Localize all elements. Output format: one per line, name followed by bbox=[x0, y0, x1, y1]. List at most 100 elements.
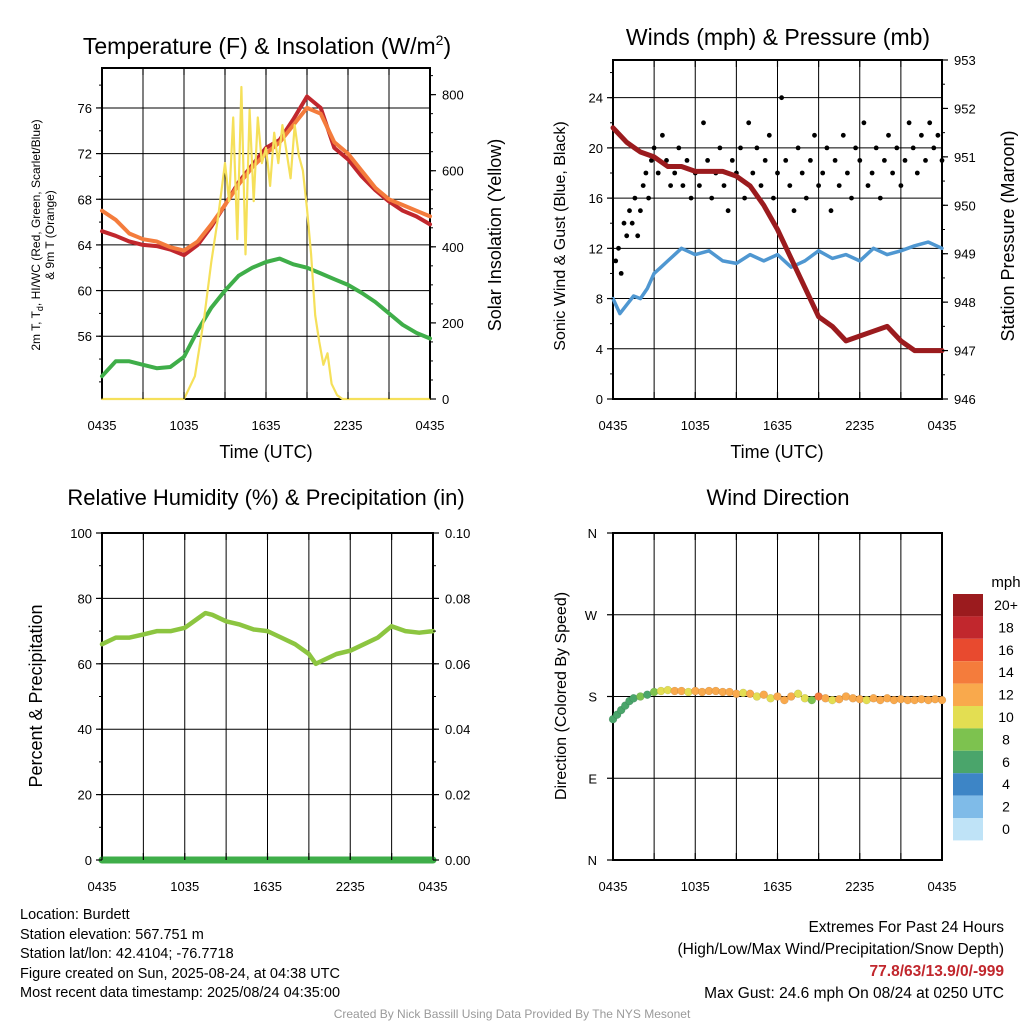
gust-point bbox=[624, 233, 630, 239]
gust-point bbox=[680, 183, 686, 189]
x-tick-label: 1635 bbox=[763, 418, 792, 433]
y-tick-label-right: 0.02 bbox=[445, 788, 470, 803]
legend-label: 0 bbox=[1002, 821, 1010, 837]
gust-point bbox=[651, 145, 657, 151]
gust-point bbox=[791, 208, 797, 214]
direction-point bbox=[793, 689, 803, 699]
legend-swatch bbox=[953, 706, 983, 729]
legend-label: 10 bbox=[998, 709, 1014, 725]
y-tick-label-right: 946 bbox=[954, 392, 976, 407]
gust-point bbox=[861, 120, 867, 126]
gust-point bbox=[779, 95, 784, 101]
winds-series bbox=[610, 95, 945, 354]
legend-swatch bbox=[953, 661, 983, 684]
gust-point bbox=[627, 208, 632, 214]
y-tick-label-left: 60 bbox=[78, 657, 92, 672]
y-tick-label-right: 0.00 bbox=[445, 853, 470, 868]
gust-point bbox=[742, 195, 747, 201]
gust-point bbox=[688, 195, 694, 201]
x-tick-label: 0435 bbox=[928, 879, 957, 894]
humidity-grid bbox=[102, 533, 433, 860]
legend-label: 2 bbox=[1002, 799, 1010, 815]
x-tick-label: 2235 bbox=[845, 879, 874, 894]
x-tick-label: 0435 bbox=[599, 879, 628, 894]
gust-point bbox=[845, 170, 850, 176]
legend-label: 20+ bbox=[994, 597, 1018, 613]
y-tick-label-left: 76 bbox=[78, 101, 92, 116]
legend-swatch bbox=[953, 818, 983, 841]
gust-point bbox=[886, 132, 891, 138]
y-tick-label-left: 40 bbox=[78, 722, 92, 737]
direction-point bbox=[780, 695, 789, 705]
y-tick-label-right: 600 bbox=[442, 164, 464, 179]
y-tick-label-right: 0.08 bbox=[445, 591, 470, 606]
gust-point bbox=[766, 132, 772, 138]
extremes-gust: Max Gust: 24.6 mph On 08/24 at 0250 UTC bbox=[704, 985, 1004, 1002]
direction-title: Wind Direction bbox=[706, 485, 849, 510]
station-elevation: Station elevation: 567.751 m bbox=[20, 926, 204, 943]
extremes-values: 77.8/63/13.9/0/-999 bbox=[869, 963, 1004, 980]
winds-title: Winds (mph) & Pressure (mb) bbox=[626, 24, 930, 50]
y-tick-label-left: 56 bbox=[78, 329, 92, 344]
legend-swatch bbox=[953, 638, 983, 662]
gust-point bbox=[701, 120, 706, 126]
gust-point bbox=[758, 183, 764, 189]
gust-point bbox=[857, 158, 863, 163]
gust-point bbox=[931, 145, 937, 151]
gust-point bbox=[646, 195, 651, 201]
gust-point bbox=[906, 120, 912, 126]
gust-point bbox=[914, 170, 920, 176]
figure-created: Figure created on Sun, 2025-08-24, at 04… bbox=[20, 965, 340, 982]
x-tick-label: 0435 bbox=[599, 418, 628, 433]
gust-point bbox=[836, 183, 842, 189]
gust-point bbox=[820, 170, 826, 176]
temperature-xlabel: Time (UTC) bbox=[219, 442, 312, 462]
direction-point bbox=[807, 695, 817, 705]
gust-point bbox=[840, 132, 846, 138]
temperature-panel: Temperature (F) & Insolation (W/m2) 0435… bbox=[29, 32, 505, 462]
gust-point bbox=[655, 170, 661, 176]
gust-point bbox=[729, 158, 735, 163]
gust-point bbox=[849, 195, 854, 201]
direction-point bbox=[773, 692, 782, 701]
gust-point bbox=[816, 183, 821, 189]
gust-point bbox=[783, 158, 789, 163]
direction-tick-label: W bbox=[585, 608, 598, 623]
gust-point bbox=[935, 132, 941, 138]
gust-point bbox=[853, 145, 858, 151]
gust-point bbox=[832, 158, 838, 163]
gust-point bbox=[902, 158, 908, 163]
gust-point bbox=[725, 208, 731, 214]
gust-point bbox=[865, 183, 871, 189]
legend-label: 6 bbox=[1002, 754, 1010, 770]
direction-tick-label: N bbox=[588, 853, 597, 868]
y-tick-label-left: 100 bbox=[70, 526, 92, 541]
winds-ylabel-right: Station Pressure (Maroon) bbox=[998, 130, 1018, 341]
x-tick-label: 0435 bbox=[88, 418, 117, 433]
gust-point bbox=[738, 145, 743, 151]
station-info: Location: Burdett Station elevation: 567… bbox=[20, 906, 340, 1004]
x-tick-label: 1035 bbox=[681, 879, 710, 894]
gust-point bbox=[939, 158, 945, 163]
direction-tick-label: E bbox=[588, 771, 597, 786]
x-tick-label: 2235 bbox=[334, 418, 363, 433]
gust-point bbox=[898, 183, 904, 189]
legend-swatch bbox=[953, 616, 983, 639]
y-tick-label-left: 64 bbox=[78, 238, 92, 253]
x-tick-label: 1035 bbox=[681, 418, 710, 433]
y-tick-label-right: 0.10 bbox=[445, 526, 470, 541]
legend-label: 12 bbox=[998, 687, 1014, 703]
gust-point bbox=[721, 183, 727, 189]
series-line-insolation bbox=[100, 85, 432, 401]
y-tick-label-right: 0 bbox=[442, 392, 449, 407]
y-tick-label-right: 948 bbox=[954, 295, 976, 310]
gust-point bbox=[828, 208, 834, 214]
winds-xlabel: Time (UTC) bbox=[730, 442, 823, 462]
gust-point bbox=[923, 158, 928, 163]
y-tick-label-left: 24 bbox=[589, 91, 603, 106]
y-tick-label-left: 12 bbox=[589, 241, 603, 256]
y-tick-label-right: 949 bbox=[954, 247, 976, 262]
y-tick-label-left: 20 bbox=[78, 788, 92, 803]
humidity-ylabel-left: Percent & Precipitation bbox=[26, 604, 46, 787]
